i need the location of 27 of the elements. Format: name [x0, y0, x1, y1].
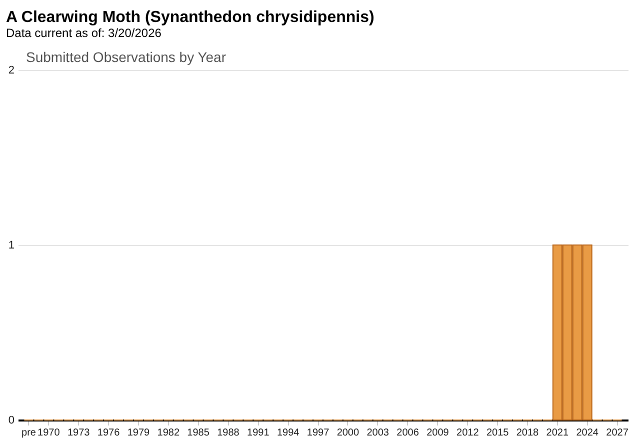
x-tick-label: 2006	[396, 428, 420, 438]
y-tick-label: 0	[8, 414, 14, 426]
x-tick-label: 2000	[336, 428, 360, 438]
x-tick-label: 1997	[306, 428, 330, 438]
x-tick-label: 1970	[38, 428, 60, 438]
x-tick-label: 1994	[276, 428, 300, 438]
x-tick-label: 2012	[456, 428, 480, 438]
x-tick-label: 2024	[576, 428, 599, 438]
x-tick-label: 1985	[187, 428, 210, 438]
x-tick-label: 1973	[67, 428, 90, 438]
x-tick-label: 1976	[97, 428, 120, 438]
y-tick-label: 2	[8, 64, 14, 76]
x-tick-label: 2018	[516, 428, 540, 438]
x-tick-label: 2027	[606, 428, 629, 438]
chart-subtitle: Data current as of: 3/20/2026	[6, 26, 162, 40]
text: Submitted Observations by Year	[26, 49, 226, 65]
x-tick-label: 1982	[157, 428, 180, 438]
x-tick-label: 1979	[127, 428, 150, 438]
x-tick-label: 1991	[247, 428, 270, 438]
x-tick-label: 2003	[366, 428, 390, 438]
x-tick-label: 2021	[546, 428, 569, 438]
x-tick-label: pre	[21, 428, 36, 438]
chart-title: A Clearwing Moth (Synanthedon chrysidipennis)	[6, 9, 374, 26]
x-tick-label: 2015	[486, 428, 510, 438]
y-tick-label: 1	[8, 240, 14, 252]
x-tick-label: 2009	[426, 428, 450, 438]
x-tick-label: 1988	[217, 428, 240, 438]
